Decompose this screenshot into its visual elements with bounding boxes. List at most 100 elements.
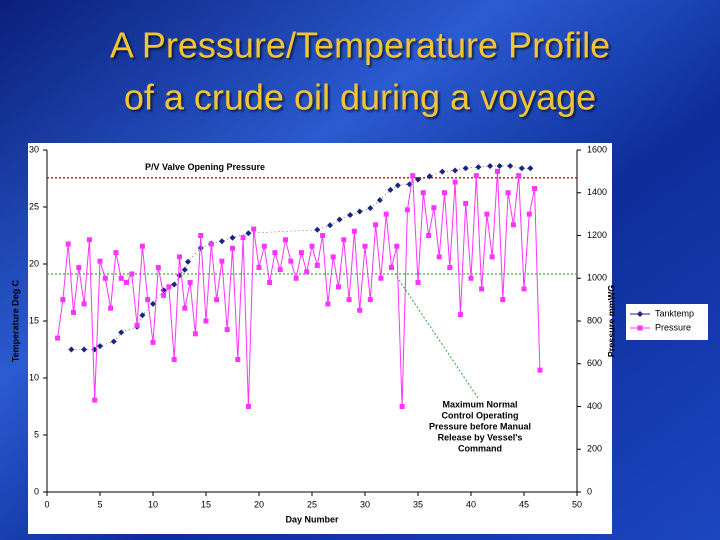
annotation-text: Control Operating bbox=[442, 410, 519, 420]
y2-tick-label: 400 bbox=[587, 401, 602, 411]
annotation-text: Pressure before Manual bbox=[429, 421, 531, 431]
data-point bbox=[139, 312, 146, 319]
chart-title: A Pressure/Temperature Profile bbox=[110, 25, 610, 66]
x-tick-label: 30 bbox=[360, 499, 370, 509]
data-point bbox=[309, 243, 315, 249]
data-point bbox=[532, 185, 538, 191]
y2-tick-label: 0 bbox=[587, 486, 592, 496]
data-point bbox=[484, 211, 490, 217]
data-point bbox=[197, 245, 204, 252]
x-tick-label: 5 bbox=[97, 499, 102, 509]
data-point bbox=[479, 286, 485, 292]
data-point bbox=[298, 250, 304, 256]
data-point bbox=[426, 173, 433, 180]
data-point bbox=[81, 301, 87, 307]
data-point bbox=[487, 162, 494, 169]
data-point bbox=[97, 343, 103, 350]
y-tick-label: 0 bbox=[34, 486, 39, 496]
data-point bbox=[362, 243, 368, 249]
data-point bbox=[505, 190, 511, 196]
legend-label: Tanktemp bbox=[655, 308, 694, 318]
data-point bbox=[161, 292, 167, 298]
y-tick-label: 30 bbox=[29, 144, 39, 154]
data-point bbox=[182, 305, 188, 311]
data-point bbox=[245, 404, 251, 409]
data-point bbox=[351, 228, 357, 234]
x-tick-label: 45 bbox=[519, 499, 529, 509]
legend-box bbox=[626, 304, 708, 340]
data-point bbox=[102, 275, 108, 281]
data-point bbox=[150, 300, 156, 307]
data-point bbox=[229, 234, 236, 241]
data-point bbox=[447, 265, 453, 271]
chart-title: of a crude oil during a voyage bbox=[124, 77, 596, 118]
data-point bbox=[224, 327, 230, 333]
data-point bbox=[518, 165, 525, 172]
series-line bbox=[57, 171, 541, 407]
data-point bbox=[387, 186, 394, 193]
data-point bbox=[230, 245, 235, 251]
y-tick-label: 15 bbox=[29, 315, 39, 325]
data-point bbox=[537, 367, 543, 373]
data-point bbox=[71, 309, 76, 315]
data-point bbox=[394, 243, 400, 249]
x-tick-label: 0 bbox=[44, 499, 49, 509]
data-point bbox=[367, 297, 373, 303]
data-point bbox=[357, 307, 363, 313]
data-point bbox=[192, 331, 198, 337]
data-point bbox=[383, 211, 389, 217]
data-point bbox=[347, 211, 354, 218]
data-point bbox=[55, 335, 61, 341]
data-point bbox=[367, 205, 374, 212]
data-point bbox=[272, 250, 278, 256]
data-point bbox=[442, 190, 447, 196]
data-point bbox=[65, 241, 71, 247]
data-point bbox=[410, 173, 416, 179]
data-point bbox=[118, 275, 124, 281]
data-point bbox=[527, 165, 534, 172]
annotation-text: Maximum Normal bbox=[442, 399, 517, 409]
data-point bbox=[245, 230, 252, 237]
y-axis-title: Temperature Deg C bbox=[10, 279, 20, 362]
data-point bbox=[399, 404, 405, 409]
data-point bbox=[431, 205, 437, 211]
data-point bbox=[378, 275, 384, 281]
x-axis-title: Day Number bbox=[285, 514, 339, 524]
data-point bbox=[373, 222, 379, 228]
data-point bbox=[251, 226, 257, 232]
data-point bbox=[76, 265, 82, 271]
data-point bbox=[415, 176, 421, 183]
data-point bbox=[203, 318, 209, 324]
data-point bbox=[171, 281, 178, 288]
data-point bbox=[320, 233, 326, 238]
x-tick-label: 35 bbox=[413, 499, 423, 509]
data-point bbox=[261, 243, 267, 249]
data-point bbox=[376, 197, 383, 204]
legend-label: Pressure bbox=[655, 322, 691, 332]
data-point bbox=[336, 216, 343, 223]
data-point bbox=[463, 200, 469, 206]
x-tick-label: 15 bbox=[201, 499, 211, 509]
data-point bbox=[475, 164, 482, 171]
data-point bbox=[60, 297, 66, 303]
data-point bbox=[526, 211, 532, 217]
data-point bbox=[110, 338, 117, 345]
data-point bbox=[97, 258, 103, 264]
data-point bbox=[473, 173, 479, 179]
data-point bbox=[108, 305, 114, 311]
data-point bbox=[327, 222, 334, 229]
data-point bbox=[129, 271, 135, 277]
x-tick-label: 50 bbox=[572, 499, 582, 509]
data-point bbox=[118, 329, 125, 336]
y2-tick-label: 600 bbox=[587, 358, 602, 368]
y-tick-label: 10 bbox=[29, 372, 39, 382]
y2-tick-label: 1000 bbox=[587, 273, 607, 283]
data-point bbox=[314, 262, 320, 268]
data-point bbox=[510, 222, 516, 228]
annotation-text: Release by Vessel's bbox=[438, 432, 523, 442]
data-point bbox=[150, 339, 156, 345]
data-point bbox=[346, 297, 352, 303]
data-point bbox=[496, 162, 503, 169]
data-point bbox=[489, 254, 495, 260]
